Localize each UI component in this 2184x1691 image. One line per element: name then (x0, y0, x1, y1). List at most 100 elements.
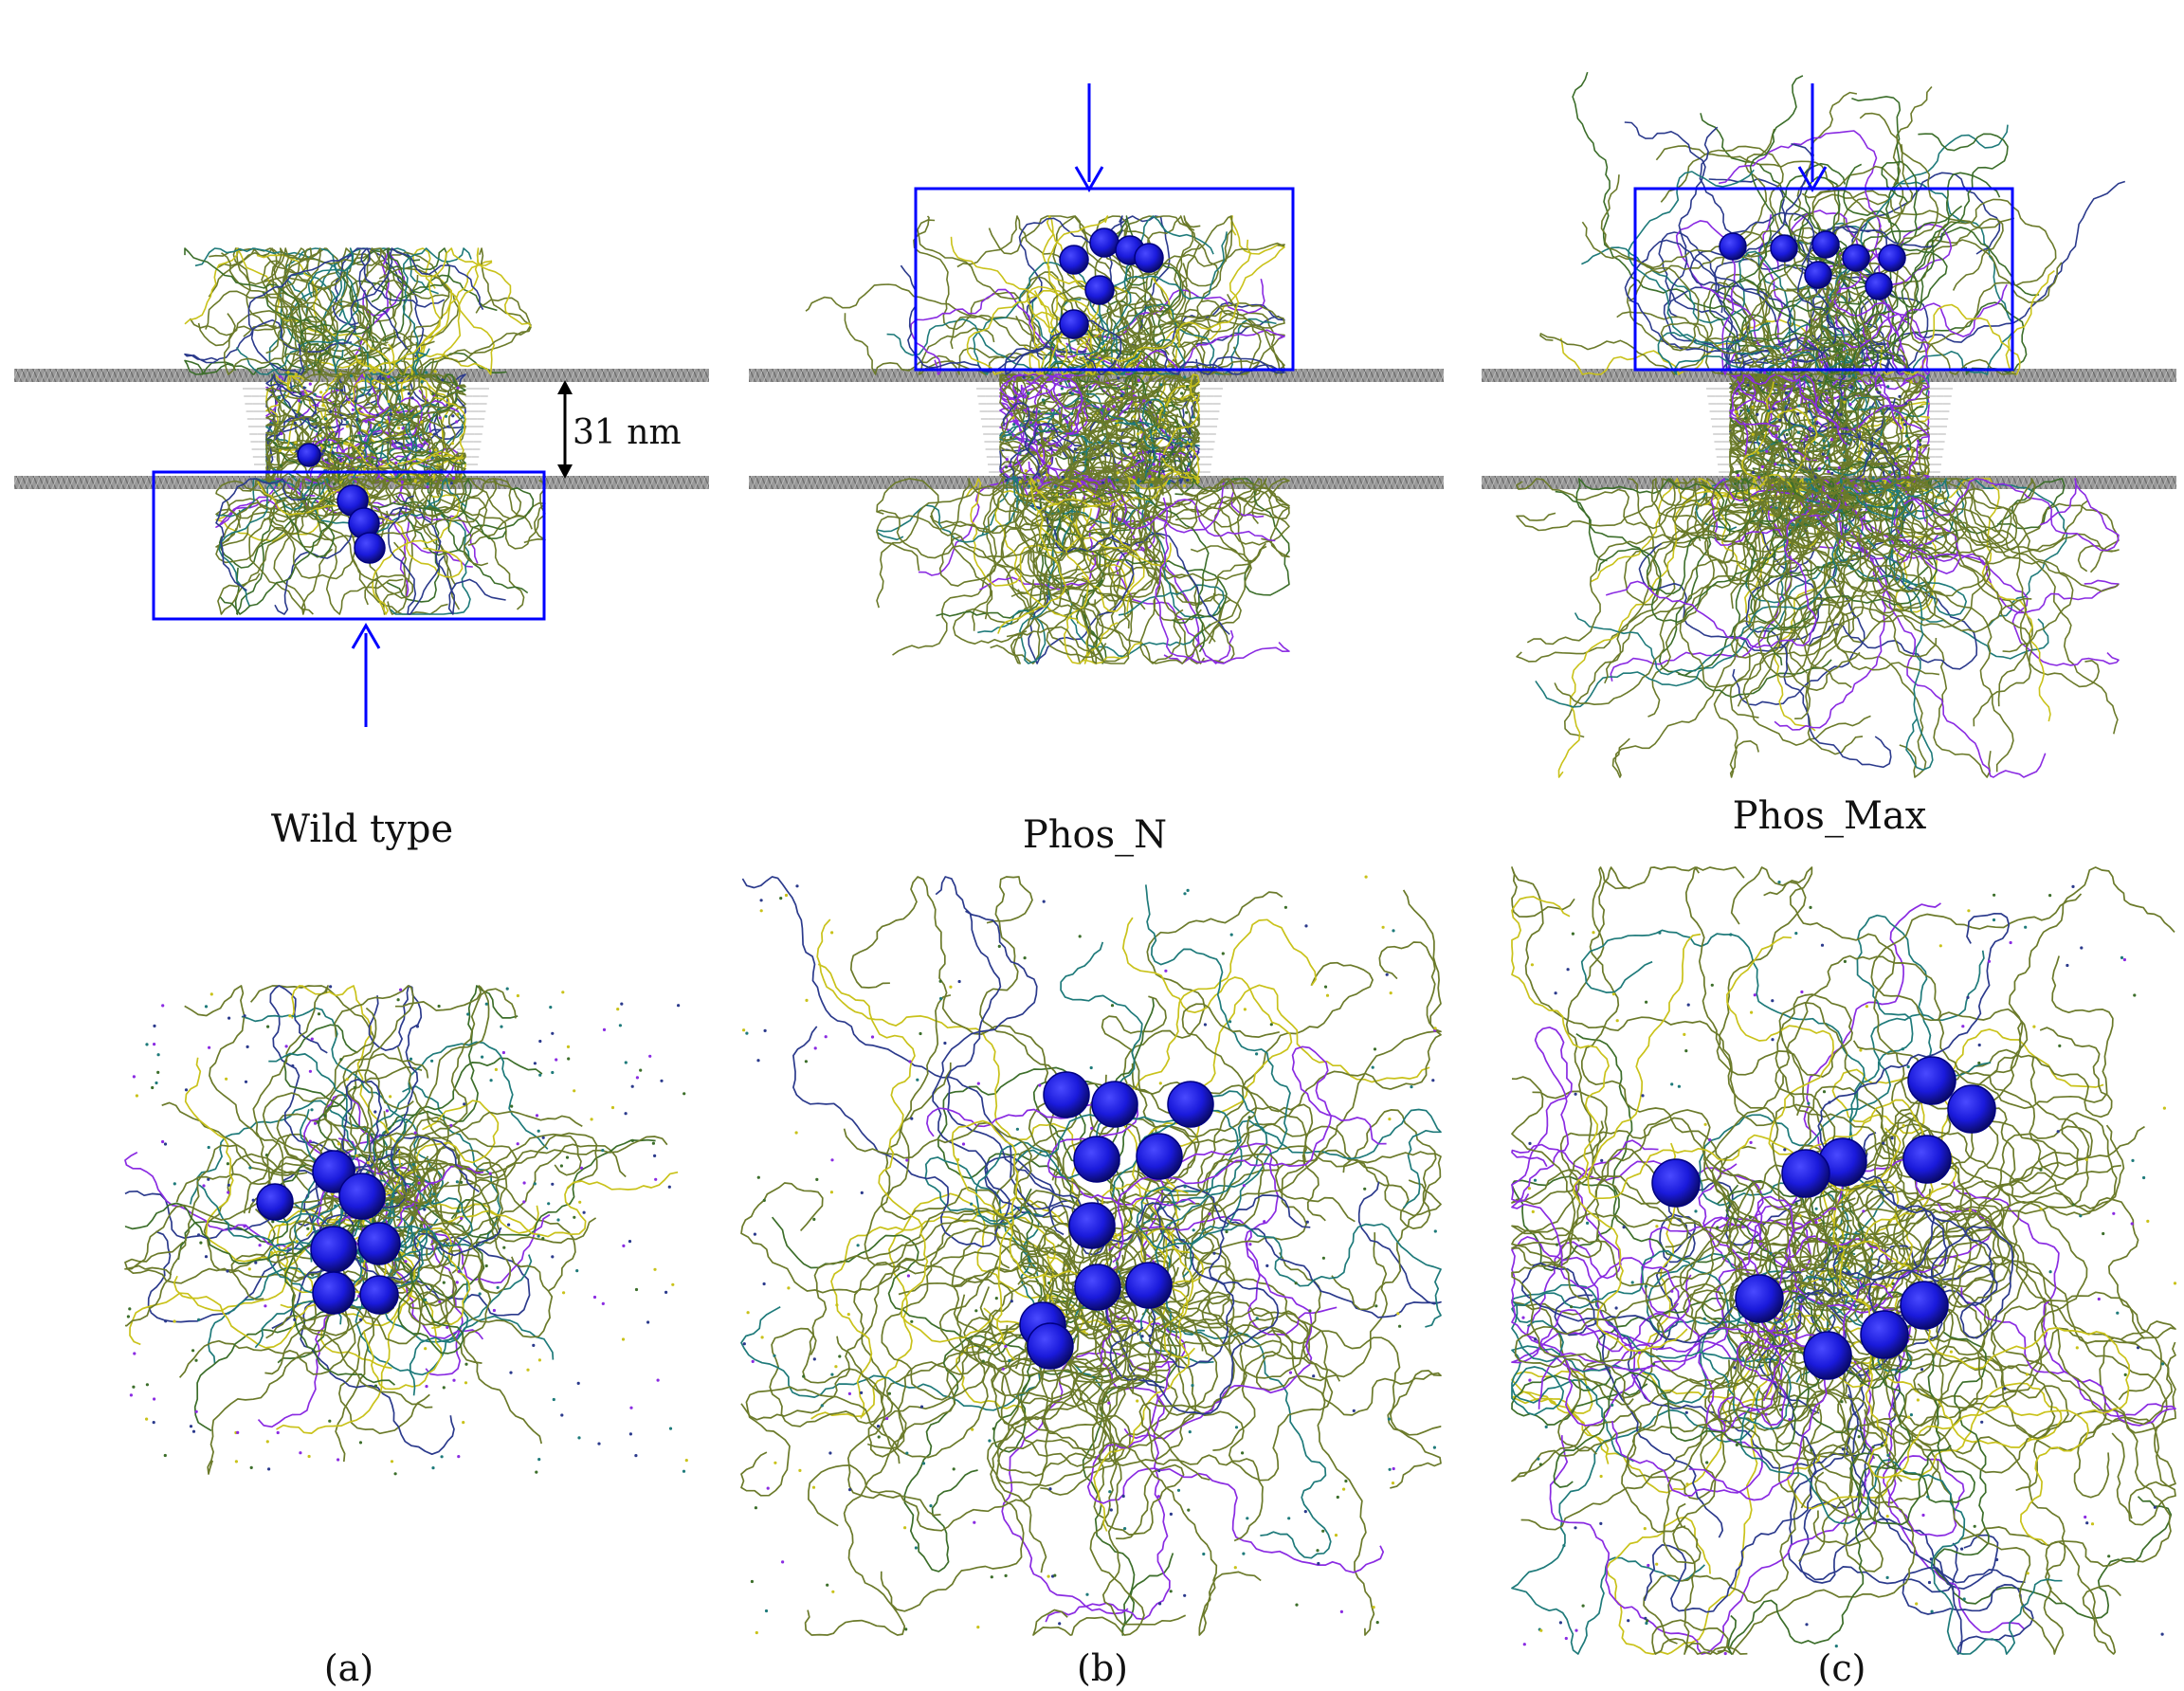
monomer-dot (1814, 1221, 1818, 1225)
polymer-chain (219, 498, 335, 615)
monomer-dot (952, 1467, 956, 1471)
monomer-dot (1228, 1020, 1232, 1024)
monomer-dot (533, 1182, 537, 1186)
monomer-dot (341, 449, 345, 453)
monomer-dot (347, 400, 351, 405)
monomer-dot (1183, 1593, 1187, 1597)
monomer-dot (616, 1008, 620, 1011)
polymer-chains (1511, 866, 2177, 1656)
monomer-dot (1645, 1621, 1648, 1626)
monomer-dot (420, 380, 424, 384)
monomer-dot (1539, 1628, 1543, 1632)
polymer-chain (932, 910, 1133, 1243)
monomer-dot (1627, 1619, 1630, 1623)
monomer-dot (1148, 1334, 1152, 1337)
monomer-dot (308, 1139, 312, 1143)
monomer-dot (1962, 1597, 1966, 1601)
monomer-dot (145, 1383, 149, 1387)
monomer-dot (1830, 471, 1834, 476)
polymer-chain (1102, 1260, 1442, 1489)
monomer-dot (532, 1343, 536, 1347)
monomer-dot (197, 1318, 201, 1321)
monomer-dot (207, 1177, 210, 1181)
polymer-chain (295, 373, 397, 482)
monomer-dot (244, 1080, 248, 1083)
polymer-chain (1794, 480, 1963, 719)
polymer-chain (313, 478, 467, 536)
monomer-dot (1537, 1457, 1540, 1461)
monomer-dot (813, 1046, 817, 1050)
polymer-chain (1555, 478, 1812, 595)
bead (359, 1275, 399, 1315)
monomer-dot (1385, 973, 1389, 976)
monomer-dot (466, 1012, 470, 1016)
monomer-dot (246, 1045, 249, 1048)
polymer-chain (981, 478, 1156, 536)
monomer-dot (1980, 1420, 1984, 1424)
monomer-dot (2116, 1311, 2120, 1315)
polymer-chain (1511, 1026, 1680, 1305)
monomer-dot (460, 1216, 464, 1220)
monomer-dot (1760, 464, 1765, 469)
monomer-dot (464, 1381, 468, 1385)
monomer-dot (1848, 402, 1852, 407)
bead (354, 532, 386, 564)
monomer-dot (1053, 484, 1057, 489)
polymer-chain (1145, 1238, 1332, 1559)
polymer-chain (124, 1144, 308, 1327)
monomer-dot (2133, 993, 2137, 997)
monomer-dot (667, 1185, 671, 1189)
monomer-dot (1767, 409, 1771, 412)
monomer-dot (1735, 391, 1738, 395)
monomer-dot (1750, 1010, 1754, 1014)
polymer-chain (1604, 495, 1879, 684)
monomer-dot (1744, 416, 1748, 420)
polymer-chain (1643, 1246, 1862, 1645)
polymer-chain (810, 1192, 1089, 1420)
monomer-dot (251, 1198, 255, 1202)
polymer-chain (1737, 500, 1896, 707)
monomer-dot (328, 1419, 332, 1423)
monomer-dot (1843, 397, 1847, 402)
monomer-dot (1926, 1495, 1930, 1499)
panel-c-label: (c) (1817, 1647, 1866, 1689)
panel-a-label: (a) (323, 1647, 374, 1689)
polymer-chain (1811, 1040, 2012, 1308)
panel-b-label: (b) (1077, 1647, 1128, 1689)
polymer-chain (410, 247, 452, 375)
monomer-dot (1891, 1282, 1895, 1285)
monomer-dot (1028, 425, 1031, 429)
polymer-chain (1870, 893, 2083, 1235)
monomer-dot (1152, 463, 1156, 466)
monomer-dot (516, 1142, 519, 1146)
monomer-dot (1885, 1575, 1889, 1579)
monomer-dot (1192, 415, 1195, 419)
monomer-dot (1973, 1524, 1976, 1528)
polymer-chain (1148, 1252, 1334, 1482)
polymer-chain (1535, 499, 1808, 708)
monomer-dot (938, 979, 942, 983)
monomer-dot (910, 1319, 914, 1323)
monomer-dot (298, 413, 301, 417)
monomer-dot (1774, 463, 1777, 466)
monomer-dot (489, 1079, 493, 1082)
monomer-dot (1857, 1435, 1861, 1439)
monomer-dot (393, 1472, 397, 1476)
bead (1735, 1274, 1784, 1323)
monomer-dot (437, 1004, 441, 1009)
monomer-dot (2039, 1207, 2043, 1210)
polymer-chain (368, 416, 451, 484)
monomer-dot (345, 1078, 349, 1082)
monomer-dot (316, 404, 319, 408)
polymer-chain (283, 1024, 401, 1206)
monomer-dot (1733, 1366, 1737, 1370)
monomer-dot (624, 1112, 628, 1116)
monomer-dot (1765, 449, 1769, 453)
monomer-dot (2085, 1521, 2089, 1525)
monomer-dot (751, 1359, 755, 1363)
bead (1651, 1158, 1701, 1208)
monomer-dot (575, 1269, 579, 1273)
monomer-dot (441, 378, 445, 382)
monomer-dot (1013, 1214, 1017, 1218)
monomer-dot (1554, 991, 1557, 995)
